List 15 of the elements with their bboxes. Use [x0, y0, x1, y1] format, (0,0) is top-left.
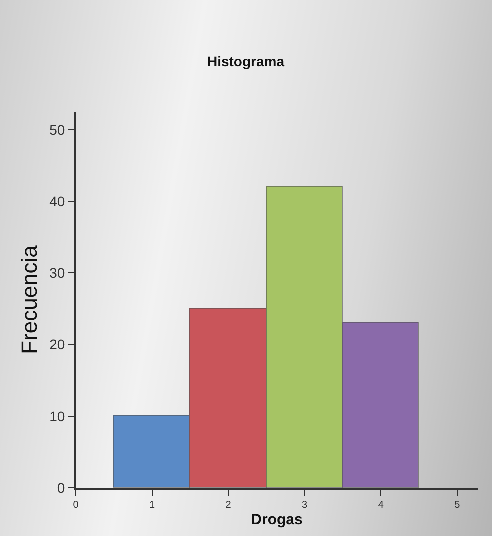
x-tick-label: 5	[454, 500, 461, 511]
x-tick-label: 3	[302, 500, 308, 511]
x-axis-title: Drogas	[251, 512, 303, 528]
y-axis-title: Frecuencia	[16, 244, 42, 354]
x-tick-label: 0	[73, 500, 80, 511]
x-tick-label: 4	[378, 500, 384, 511]
x-tick-label: 1	[150, 500, 156, 511]
chart-title: Histograma	[207, 54, 285, 70]
y-tick-label: 20	[50, 336, 66, 353]
y-tick-label: 0	[57, 480, 66, 496]
y-tick-label: 50	[50, 122, 66, 138]
y-tick-label: 40	[50, 193, 66, 210]
y-tick-label: 30	[50, 265, 66, 282]
x-tick-label: 2	[226, 500, 232, 511]
y-tick-label: 10	[50, 408, 66, 424]
